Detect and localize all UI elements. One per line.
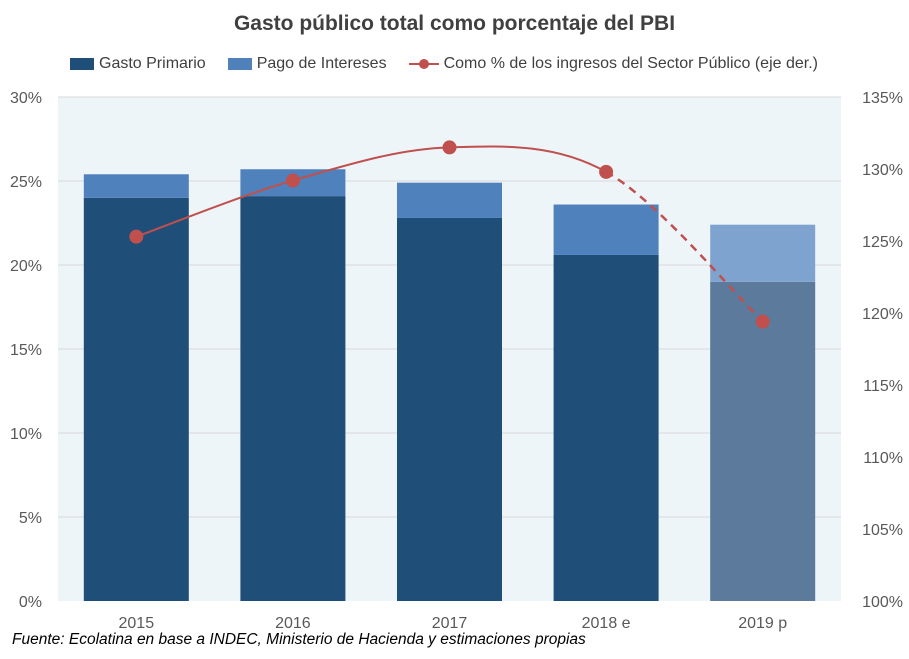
bar-pago-intereses xyxy=(553,204,659,255)
right-axis-tick-label: 120% xyxy=(862,306,903,323)
left-axis-tick-label: 30% xyxy=(10,90,42,107)
x-axis-tick-label: 2016 xyxy=(275,615,311,632)
legend-item-ingresos: Como % de los ingresos del Sector Públic… xyxy=(408,55,818,73)
legend-label-gasto-primario: Gasto Primario xyxy=(99,55,206,72)
line-ingresos-solid xyxy=(135,145,607,238)
legend-item-pago-intereses: Pago de Intereses xyxy=(227,55,387,73)
x-axis-tick-label: 2019 p xyxy=(738,615,787,632)
legend-swatch-pago-intereses xyxy=(227,58,252,70)
left-axis-tick-label: 10% xyxy=(10,426,42,443)
bar-pago-intereses xyxy=(83,174,189,198)
source-note: Fuente: Ecolatina en base a INDEC, Minis… xyxy=(12,631,586,648)
legend-label-ingresos: Como % de los ingresos del Sector Públic… xyxy=(443,55,818,72)
line-ingresos-point xyxy=(599,164,614,179)
line-ingresos-point xyxy=(442,140,457,155)
chart-title: Gasto público total como porcentaje del … xyxy=(233,12,676,35)
chart-legend: Gasto Primario Pago de Intereses Como % … xyxy=(70,54,840,74)
right-axis-tick-label: 125% xyxy=(862,234,903,251)
x-axis-tick-label: 2017 xyxy=(432,615,468,632)
legend-line-marker-icon xyxy=(408,59,439,69)
line-ingresos-point xyxy=(129,229,144,244)
right-axis-tick-label: 130% xyxy=(862,162,903,179)
line-ingresos-dashed xyxy=(605,170,764,323)
right-axis-tick-label: 110% xyxy=(863,450,903,467)
right-axis-tick-label: 135% xyxy=(862,90,903,107)
left-axis-tick-label: 0% xyxy=(19,594,42,611)
bar-pago-intereses xyxy=(710,224,816,282)
legend-swatch-gasto-primario xyxy=(70,58,94,70)
left-axis-tick-label: 25% xyxy=(10,174,42,191)
left-axis-tick-label: 5% xyxy=(19,510,42,527)
bar-gasto-primario xyxy=(240,196,346,601)
right-axis-tick-label: 115% xyxy=(863,378,903,395)
bar-gasto-primario xyxy=(553,254,659,602)
line-ingresos-point xyxy=(285,173,300,188)
right-axis-tick-label: 105% xyxy=(862,522,903,539)
bar-pago-intereses xyxy=(397,182,502,218)
x-axis-tick-label: 2018 e xyxy=(582,615,631,632)
right-axis-tick-label: 100% xyxy=(862,594,903,611)
line-ingresos-point xyxy=(755,314,770,329)
bar-gasto-primario xyxy=(710,281,816,601)
x-axis-tick-label: 2015 xyxy=(119,615,155,632)
left-axis-tick-label: 20% xyxy=(10,258,42,275)
bar-gasto-primario xyxy=(83,197,189,602)
legend-label-pago-intereses: Pago de Intereses xyxy=(256,55,387,72)
legend-item-gasto-primario: Gasto Primario xyxy=(70,55,206,73)
bar-gasto-primario xyxy=(397,217,502,601)
left-axis-tick-label: 15% xyxy=(10,342,42,359)
